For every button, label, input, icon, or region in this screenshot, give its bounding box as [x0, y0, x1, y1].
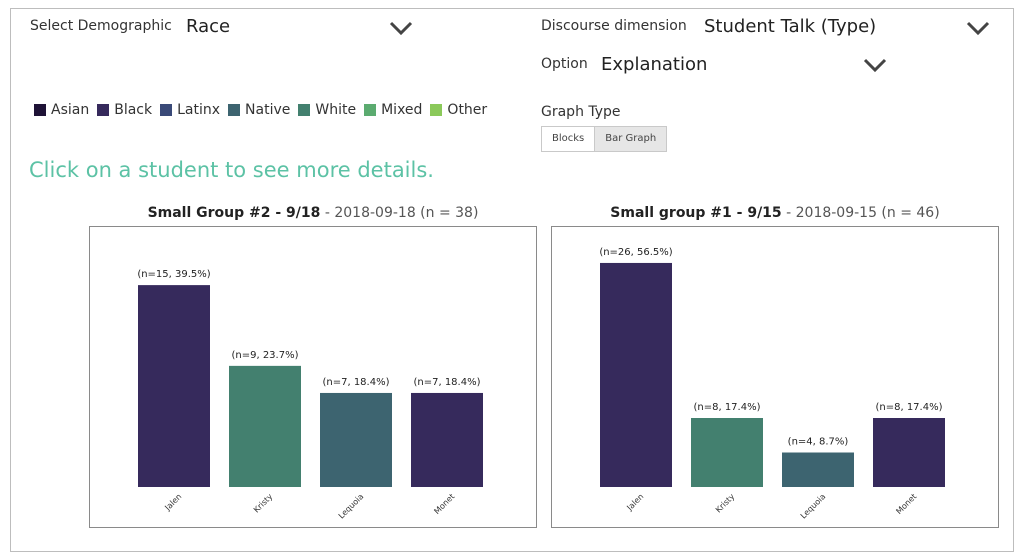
- legend-item: Asian: [34, 102, 89, 118]
- bar-data-label: (n=9, 23.7%): [231, 350, 298, 361]
- legend-swatch: [364, 104, 377, 116]
- discourse-dimension-label: Discourse dimension: [541, 18, 687, 34]
- bar-data-label: (n=7, 18.4%): [322, 377, 389, 388]
- legend-label: Other: [447, 102, 488, 118]
- legend-item: Black: [97, 102, 152, 118]
- legend-label: Mixed: [381, 102, 423, 118]
- graph-type-toggle: Blocks Bar Graph: [541, 126, 668, 152]
- legend-swatch: [228, 104, 241, 116]
- blocks-button[interactable]: Blocks: [542, 127, 595, 151]
- legend-swatch: [160, 104, 173, 116]
- bar-data-label: (n=4, 8.7%): [788, 437, 849, 448]
- legend-item: White: [298, 102, 356, 118]
- demographic-select-value[interactable]: Race: [186, 16, 231, 37]
- chart-title-main: Small group #1 - 9/15: [610, 205, 782, 221]
- bar-data-label: (n=7, 18.4%): [413, 377, 480, 388]
- x-tick-label: Kristy: [252, 492, 275, 515]
- bar-kristy[interactable]: [691, 418, 763, 487]
- bar-jalen[interactable]: [138, 285, 210, 487]
- bar-data-label: (n=8, 17.4%): [875, 402, 942, 413]
- chevron-down-icon[interactable]: [965, 20, 991, 36]
- graph-type-label: Graph Type: [541, 104, 621, 120]
- instruction-text: Click on a student to see more details.: [29, 158, 434, 182]
- bar-chart-small-group-1: (n=26, 56.5%) Jalen (n=8, 17.4%) Kristy (n=4…: [551, 226, 999, 528]
- demographic-label: Select Demographic: [30, 18, 172, 34]
- bar-data-label: (n=15, 39.5%): [137, 269, 210, 280]
- legend-swatch: [34, 104, 46, 116]
- x-tick-label: Monet: [894, 492, 918, 516]
- chart-title: Small Group #2 - 9/18 - 2018-09-18 (n = …: [89, 205, 537, 221]
- x-tick-label: Jalen: [163, 492, 184, 513]
- chart-title-detail: - 2018-09-18 (n = 38): [320, 205, 479, 221]
- x-tick-label: Monet: [432, 492, 456, 516]
- bar-data-label: (n=8, 17.4%): [693, 402, 760, 413]
- option-select-value[interactable]: Explanation: [601, 54, 708, 75]
- legend-label: Asian: [51, 102, 90, 118]
- legend-label: Black: [114, 102, 153, 118]
- bar-lequoia[interactable]: [320, 392, 392, 487]
- bar-jalen[interactable]: [600, 262, 672, 487]
- bar-chart-small-group-2: (n=15, 39.5%) Jalen (n=9, 23.7%) Kristy (n=7…: [89, 226, 537, 528]
- legend-label: Native: [245, 102, 291, 118]
- x-tick-label: Kristy: [714, 492, 737, 515]
- bar-data-label: (n=26, 56.5%): [599, 247, 672, 258]
- discourse-dimension-select-value[interactable]: Student Talk (Type): [704, 16, 877, 37]
- chart-title-main: Small Group #2 - 9/18: [147, 205, 321, 221]
- race-legend: Asian Black Latinx Native White Mixed Ot…: [34, 102, 495, 118]
- x-tick-label: Lequoia: [337, 492, 366, 521]
- chart-svg: (n=15, 39.5%) Jalen (n=9, 23.7%) Kristy (n=7…: [137, 269, 483, 521]
- chart-title: Small group #1 - 9/15 - 2018-09-15 (n = …: [551, 205, 999, 221]
- bar-monet[interactable]: [873, 418, 945, 487]
- chevron-down-icon[interactable]: [862, 57, 888, 73]
- dashboard-frame: [10, 8, 1014, 552]
- x-tick-label: Jalen: [625, 492, 646, 513]
- bar-lequoia[interactable]: [782, 452, 854, 488]
- legend-label: Latinx: [177, 102, 221, 118]
- chevron-down-icon[interactable]: [388, 20, 414, 36]
- bar-graph-button[interactable]: Bar Graph: [594, 127, 667, 151]
- option-label: Option: [541, 56, 588, 72]
- legend-label: White: [315, 102, 357, 118]
- legend-swatch: [298, 104, 311, 116]
- chart-svg: (n=26, 56.5%) Jalen (n=8, 17.4%) Kristy (n=4…: [599, 247, 945, 521]
- legend-swatch: [97, 104, 110, 116]
- legend-item: Mixed: [364, 102, 422, 118]
- legend-item: Latinx: [160, 102, 220, 118]
- legend-item: Other: [430, 102, 487, 118]
- bar-kristy[interactable]: [229, 365, 301, 487]
- bar-monet[interactable]: [411, 392, 483, 487]
- legend-item: Native: [228, 102, 290, 118]
- chart-title-detail: - 2018-09-15 (n = 46): [781, 205, 940, 221]
- x-tick-label: Lequoia: [799, 492, 828, 521]
- legend-swatch: [430, 104, 443, 116]
